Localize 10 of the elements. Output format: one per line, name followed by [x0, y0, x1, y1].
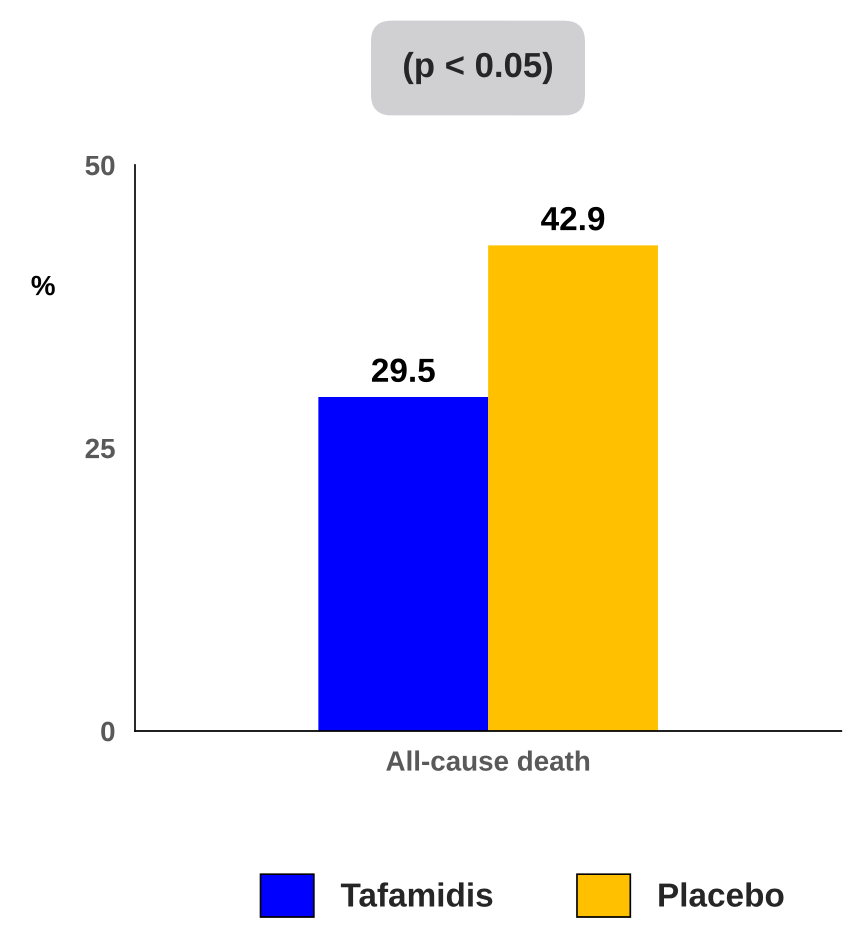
text: (p < 0.05) [404, 52, 552, 84]
y-axis-title: % [32, 276, 55, 296]
legend-label: Tafamidis [340, 882, 492, 907]
y-tick-label: 0 [101, 722, 114, 742]
legend-label: Placebo [659, 882, 784, 907]
y-tick-label: 25 [86, 438, 115, 458]
x-tick-label: All-cause death [386, 750, 590, 771]
data-label: 29.5 [372, 358, 435, 382]
y-tick-label: 50 [86, 156, 114, 176]
data-label: 42.9 [541, 206, 604, 230]
